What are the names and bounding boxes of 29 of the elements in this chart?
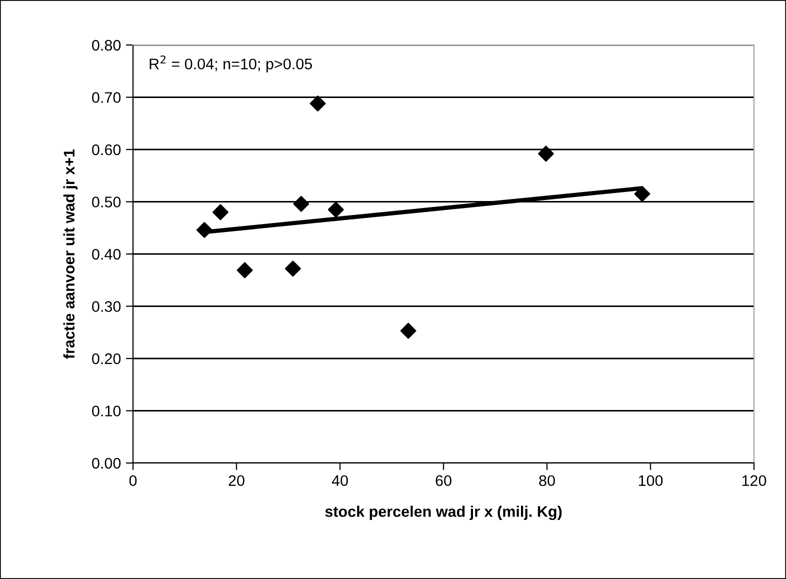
y-tick-label: 0.80 [92,40,121,51]
x-tick-label: 120 [742,475,766,486]
y-axis-title: fractie aanvoer uit wad jr x+1 [63,149,78,359]
y-tick-label: 0.30 [92,301,121,312]
point [310,96,326,112]
y-tick-label: 0.00 [92,458,121,469]
point [293,196,310,212]
point [236,262,253,278]
y-tick-label: 0.20 [92,353,121,364]
x-tick-label: 0 [129,475,137,486]
point [284,260,301,277]
x-tick-label: 60 [436,475,452,486]
point [212,204,228,220]
y-tick-label: 0.50 [92,196,121,208]
x-tick-label: 20 [228,475,244,486]
x-axis-title: stock percelen wad jr x (milj. Kg) [325,506,562,520]
point [328,202,344,218]
point [538,146,554,162]
point [634,186,650,202]
y-tick-label: 0.40 [92,248,121,260]
x-tick-label: 40 [332,475,348,486]
y-tick-label: 0.70 [92,92,121,103]
point [196,222,212,238]
point [400,322,416,339]
y-tick-label: 0.60 [92,144,121,156]
x-tick-label: 100 [638,475,663,486]
x-tick-label: 80 [539,475,555,486]
annotation: R$^{2}$ = 0.04; n=10; p>0.05 [150,55,312,72]
y-tick-label: 0.10 [92,406,121,416]
